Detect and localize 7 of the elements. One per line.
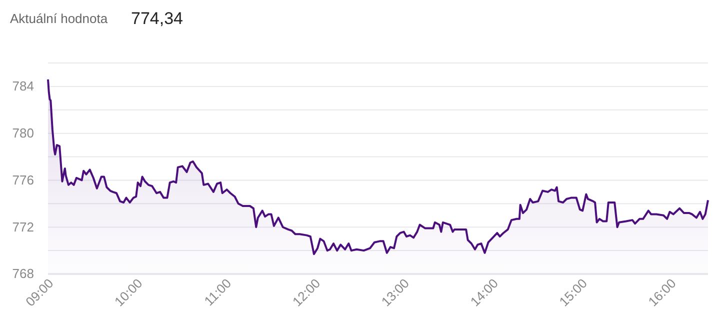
chart-title: Aktuální hodnota xyxy=(10,11,108,26)
y-tick-label: 776 xyxy=(12,172,34,188)
y-tick-label: 768 xyxy=(12,266,34,282)
y-tick-label: 784 xyxy=(12,78,34,94)
y-tick-label: 780 xyxy=(12,125,34,140)
y-tick-label: 772 xyxy=(12,219,34,234)
chart-subtitle: 774,34 xyxy=(131,9,183,28)
